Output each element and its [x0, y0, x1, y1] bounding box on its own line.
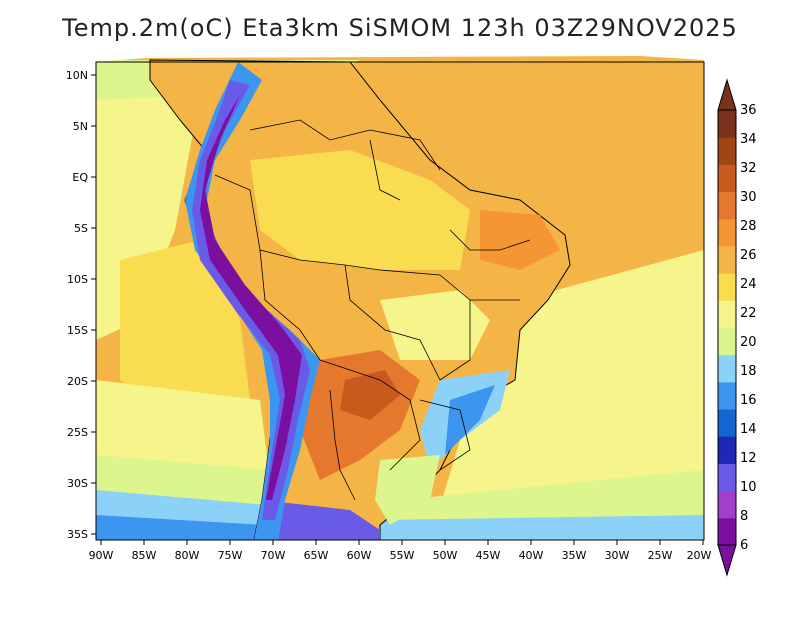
colorbar-label-6: 6 — [740, 538, 748, 553]
lon-label-45w: 45W — [476, 549, 501, 562]
lon-label-40w: 40W — [519, 549, 544, 562]
colorbar-label-14: 14 — [740, 422, 757, 437]
lon-label-20w: 20W — [687, 549, 712, 562]
colorbar-segment — [718, 490, 736, 519]
colorbar-segment — [718, 245, 736, 274]
colorbar-segment — [718, 354, 736, 383]
pacific-cold — [96, 515, 265, 540]
colorbar-label-28: 28 — [740, 219, 757, 234]
colorbar-segment — [718, 517, 736, 546]
lat-label-35s: 35S — [67, 528, 88, 541]
colorbar-segment — [718, 409, 736, 437]
lat-label-5s: 5S — [74, 222, 88, 235]
colorbar-label-12: 12 — [740, 451, 757, 466]
colorbar-label-36: 36 — [740, 103, 757, 118]
lat-label-10s: 10S — [67, 273, 88, 286]
colorbar-label-8: 8 — [740, 509, 748, 524]
colorbar-frame — [717, 109, 737, 546]
lon-label-85w: 85W — [132, 549, 157, 562]
lon-label-90w: 90W — [89, 549, 114, 562]
lon-label-80w: 80W — [175, 549, 200, 562]
colorbar-label-20: 20 — [740, 335, 757, 350]
pacific-south-yellow — [96, 380, 270, 480]
chaco-core — [340, 370, 400, 420]
lon-label-30w: 30W — [605, 549, 630, 562]
latitude-labels: 10N 5N EQ 5S 10S 15S 20S 25S 30S 35S — [66, 69, 89, 541]
lon-label-75w: 75W — [218, 549, 243, 562]
lat-label-25s: 25S — [67, 426, 88, 439]
lon-label-35w: 35W — [562, 549, 587, 562]
colorbar-label-34: 34 — [740, 132, 757, 147]
colorbar-segment — [718, 218, 736, 247]
colorbar-segment — [718, 164, 736, 193]
lat-label-10n: 10N — [66, 69, 88, 82]
lat-label-5n: 5N — [73, 120, 88, 133]
latitude-axis — [91, 74, 96, 535]
southern-brazil-pale — [375, 455, 440, 525]
colorbar-segment — [718, 191, 736, 220]
lat-label-30s: 30S — [67, 477, 88, 490]
colorbar-segment — [718, 137, 736, 165]
northeast-warm — [480, 210, 560, 270]
lon-label-50w: 50W — [433, 549, 458, 562]
colorbar-segment — [718, 436, 736, 464]
south-atlantic-yellow — [430, 250, 704, 540]
colorbar-label-30: 30 — [740, 190, 757, 205]
colorbar-label-16: 16 — [740, 393, 757, 408]
colorbar-segment — [718, 273, 736, 301]
lon-label-70w: 70W — [261, 549, 286, 562]
country-borders — [214, 119, 531, 501]
colorbar-segments — [718, 110, 736, 546]
colorbar-segment — [718, 300, 736, 328]
andes-coldest — [200, 95, 302, 500]
colorbar-label-18: 18 — [740, 364, 757, 379]
longitude-labels: 90W 85W 80W 75W 70W 65W 60W 55W 50W 45W … — [89, 549, 712, 562]
colorbar-segment — [718, 463, 736, 492]
colorbar-segment — [718, 381, 736, 410]
colorbar-label-24: 24 — [740, 277, 757, 292]
map-title: Temp.2m(oC) Eta3km SiSMOM 123h 03Z29NOV2… — [62, 14, 738, 42]
colorbar-bottom-arrow — [717, 544, 737, 577]
colorbar-label-32: 32 — [740, 161, 757, 176]
colorbar-labels: 36 34 32 30 28 26 24 22 20 18 16 14 12 1… — [740, 103, 757, 553]
lon-label-60w: 60W — [347, 549, 372, 562]
plot-frame — [95, 61, 705, 541]
amazon-warm-region — [250, 150, 470, 270]
colorbar: 36 34 32 30 28 26 24 22 20 18 16 14 12 1… — [717, 78, 757, 577]
lat-label-15s: 15S — [67, 324, 88, 337]
lon-label-65w: 65W — [304, 549, 329, 562]
map-plot-area — [96, 56, 704, 540]
lat-label-eq: EQ — [72, 171, 88, 184]
lat-label-20s: 20S — [67, 375, 88, 388]
colorbar-label-10: 10 — [740, 480, 757, 495]
central-brazil-yellow — [380, 290, 490, 360]
colorbar-segment — [718, 110, 736, 138]
atlantic-cool — [380, 515, 704, 540]
lon-label-25w: 25W — [648, 549, 673, 562]
longitude-axis — [100, 540, 704, 545]
colorbar-label-26: 26 — [740, 248, 757, 263]
lon-label-55w: 55W — [390, 549, 415, 562]
southeast-highlands-cold — [445, 385, 495, 455]
colorbar-segment — [718, 327, 736, 356]
colorbar-top-arrow — [717, 78, 737, 111]
colorbar-label-22: 22 — [740, 306, 757, 321]
